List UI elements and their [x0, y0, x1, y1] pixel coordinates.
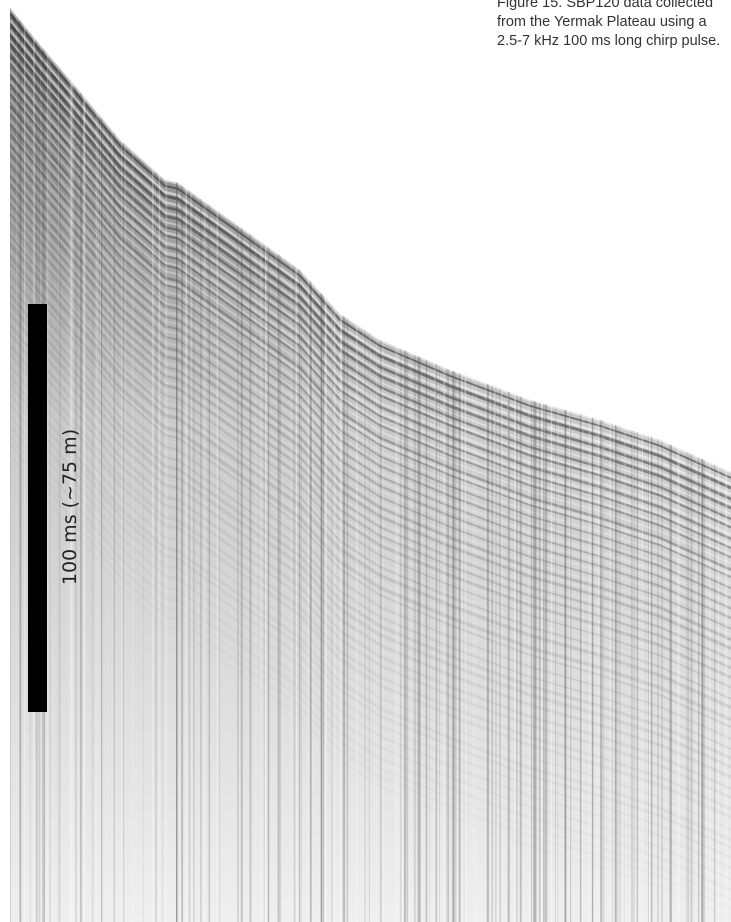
scale-bar-label: 100 ms (~75 m)	[59, 429, 81, 585]
figure-page: Figure 15. SBP120 data collected from th…	[0, 0, 731, 922]
scale-bar	[28, 304, 47, 712]
sub-bottom-profile	[0, 0, 731, 922]
figure-caption: Figure 15. SBP120 data collected from th…	[497, 0, 727, 51]
